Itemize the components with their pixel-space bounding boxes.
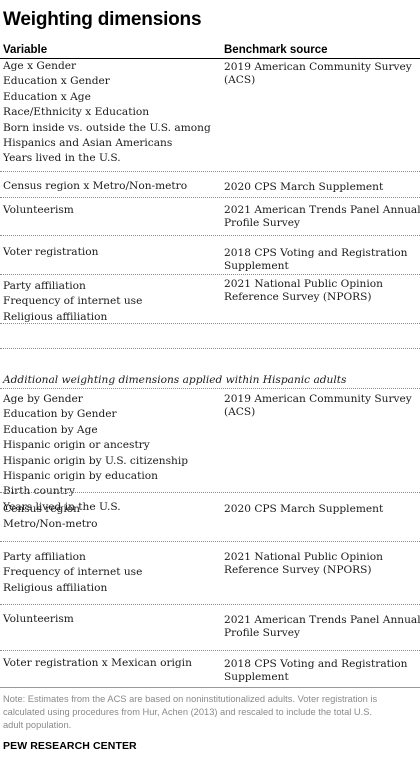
variable: Birth country: [3, 485, 75, 498]
row-source: 2020 CPS March Supplement: [224, 503, 418, 516]
variable: Party affiliation: [3, 280, 86, 292]
variable: Hispanic origin or ancestry: [3, 439, 150, 452]
row-divider: [0, 650, 420, 651]
row-source: 2018 CPS Voting and Registration Supplem…: [224, 658, 418, 683]
row-divider: [0, 274, 420, 275]
row-source: 2021 National Public Opinion Reference S…: [224, 278, 418, 303]
row-divider: [0, 171, 420, 172]
source-line: 2019 American Community Survey: [224, 393, 412, 405]
variable: Religious affiliation: [3, 581, 108, 594]
variable: Education x Gender: [3, 75, 110, 88]
footnote: Note: Estimates from the ACS are based o…: [3, 693, 417, 731]
variable: Years lived in the U.S.: [3, 500, 121, 513]
row-divider: [0, 197, 420, 198]
row-variables: Volunteerism: [3, 203, 218, 218]
table-title: Weighting dimensions: [3, 9, 202, 30]
row-source: 2021 American Trends Panel Annual Profil…: [224, 614, 420, 639]
variable: Hispanic origin by education: [3, 470, 158, 483]
source-line: Profile Survey: [224, 626, 301, 639]
source-line: Reference Survey (NPORS): [224, 563, 372, 576]
source-line: 2019 American Community Survey: [224, 61, 412, 73]
footnote-line: Note: Estimates from the ACS are based o…: [3, 694, 378, 704]
row-divider: [0, 492, 420, 493]
row-variables: Party affiliation Frequency of internet …: [3, 279, 218, 325]
row-variables: Age x Gender Education x Gender Educatio…: [3, 59, 218, 167]
row-variables: Voter registration: [3, 245, 218, 260]
footnote-line: adult population.: [3, 719, 72, 730]
header-variable: Variable: [3, 44, 48, 56]
section-divider: [0, 388, 420, 389]
variable: Metro/Non-metro: [3, 518, 98, 531]
variable: Volunteerism: [3, 613, 74, 625]
row-source: 2018 CPS Voting and Registration Supplem…: [224, 247, 418, 272]
variable: Religious affiliation: [3, 310, 108, 323]
variable: Race/Ethnicity x Education: [3, 106, 150, 119]
row-divider: [0, 235, 420, 236]
row-source: 2021 American Trends Panel Annual Profil…: [224, 204, 420, 229]
variable: Education by Gender: [3, 408, 117, 421]
row-divider: [0, 541, 420, 542]
variable: Education by Age: [3, 423, 98, 436]
row-source: 2019 American Community Survey (ACS): [224, 61, 418, 86]
table-bottom-rule: [0, 687, 420, 688]
variable: Party affiliation: [3, 551, 86, 563]
source-line: (ACS): [224, 73, 256, 86]
source-line: 2021 American Trends Panel Annual: [224, 204, 420, 216]
source-line: 2018 CPS Voting and Registration: [224, 247, 408, 259]
variable: Voter registration: [3, 246, 99, 258]
variable: Census region x Metro/Non-metro: [3, 180, 188, 192]
row-source: 2021 National Public Opinion Reference S…: [224, 551, 418, 576]
source-line: 2020 CPS March Supplement: [224, 503, 384, 515]
header-divider: [0, 58, 420, 59]
source-line: 2021 National Public Opinion: [224, 278, 383, 290]
row-source: 2019 American Community Survey (ACS): [224, 393, 418, 418]
row-divider: [0, 348, 420, 349]
row-divider: [0, 323, 420, 324]
row-source: 2020 CPS March Supplement: [224, 181, 418, 194]
source-line: 2018 CPS Voting and Registration: [224, 658, 408, 670]
footnote-line: calculated using procedures from Hur, Ac…: [3, 706, 372, 717]
variable: Hispanic origin by U.S. citizenship: [3, 454, 189, 467]
variable: Years lived in the U.S.: [3, 152, 121, 165]
variable: Frequency of internet use: [3, 566, 143, 579]
variable: Education x Age: [3, 90, 91, 103]
row-variables: Census region Metro/Non-metro: [3, 502, 218, 533]
source-line: Reference Survey (NPORS): [224, 290, 372, 303]
source-line: (ACS): [224, 405, 256, 418]
source-line: Profile Survey: [224, 216, 301, 229]
variable: Census region: [3, 503, 80, 515]
row-variables: Age by Gender Education by Gender Educat…: [3, 392, 218, 515]
source-line: 2021 American Trends Panel Annual: [224, 614, 420, 626]
organization-credit: PEW RESEARCH CENTER: [3, 740, 137, 752]
source-line: Supplement: [224, 670, 289, 683]
variable: Born inside vs. outside the U.S. among: [3, 121, 211, 134]
source-line: 2021 National Public Opinion: [224, 551, 383, 563]
variable: Volunteerism: [3, 204, 74, 216]
row-variables: Census region x Metro/Non-metro: [3, 179, 218, 194]
variable: Voter registration x Mexican origin: [3, 657, 192, 669]
variable: Age x Gender: [3, 60, 77, 72]
row-variables: Party affiliation Frequency of internet …: [3, 550, 218, 596]
row-divider: [0, 604, 420, 605]
header-benchmark-source: Benchmark source: [224, 44, 328, 56]
row-variables: Voter registration x Mexican origin: [3, 656, 218, 671]
variable: Hispanics and Asian Americans: [3, 137, 173, 150]
source-line: 2020 CPS March Supplement: [224, 181, 384, 193]
variable: Age by Gender: [3, 393, 83, 405]
row-variables: Volunteerism: [3, 612, 218, 627]
source-line: Supplement: [224, 259, 289, 272]
variable: Frequency of internet use: [3, 295, 143, 308]
section-label: Additional weighting dimensions applied …: [3, 374, 347, 386]
